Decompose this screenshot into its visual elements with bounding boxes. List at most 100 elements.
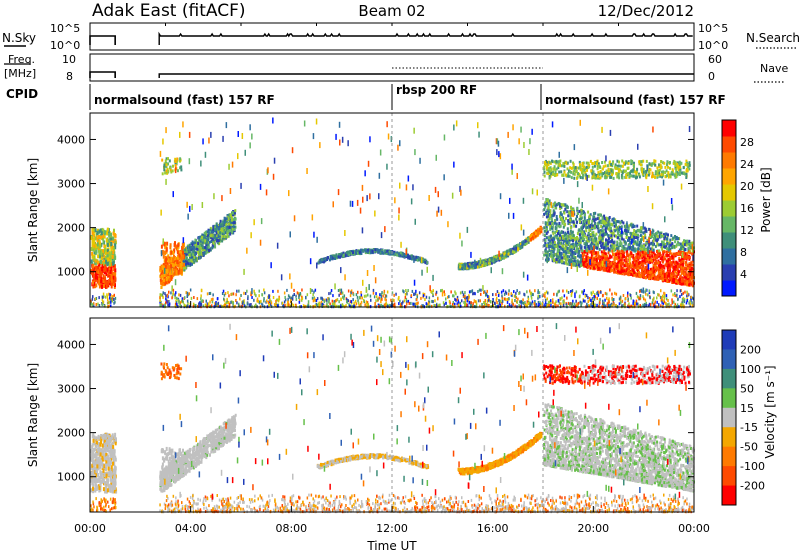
echo-cell <box>474 265 476 269</box>
echo-cell <box>686 290 688 294</box>
echo-cell <box>442 301 445 305</box>
echo-cell <box>538 295 541 299</box>
echo-cell <box>112 261 115 266</box>
echo-cell <box>184 266 186 270</box>
echo-cell <box>639 289 641 293</box>
echo-cell <box>108 252 111 257</box>
echo-cell <box>677 297 679 301</box>
echo-cell <box>93 241 96 246</box>
echo-cell <box>228 218 231 222</box>
echo-cell <box>107 257 110 262</box>
echo-cell <box>357 301 360 305</box>
echo-cell <box>328 297 330 301</box>
echo-cell <box>215 303 217 307</box>
echo-cell <box>464 266 467 270</box>
echo-cell <box>376 295 378 299</box>
echo-cell <box>288 295 291 299</box>
echo-cell <box>108 262 111 266</box>
echo-cell <box>587 161 590 165</box>
echo-cell <box>243 302 245 306</box>
echo-cell <box>291 302 293 306</box>
echo-cell <box>184 296 186 300</box>
echo-cell <box>662 170 665 174</box>
echo-cell <box>537 304 539 308</box>
echo-cell <box>674 294 676 297</box>
echo-cell <box>193 296 195 299</box>
echo-cell <box>548 176 551 180</box>
echo-cell <box>207 230 210 234</box>
echo-cell <box>612 176 615 180</box>
echo-cell <box>165 297 167 301</box>
echo-cell <box>591 172 594 176</box>
echo-cell <box>614 291 616 295</box>
echo-cell <box>355 293 358 297</box>
echo-cell <box>593 295 595 298</box>
echo-cell <box>109 236 112 241</box>
echo-cell <box>643 302 646 306</box>
echo-cell <box>345 304 347 308</box>
echo-cell <box>530 234 533 237</box>
echo-cell <box>94 228 97 233</box>
echo-cell <box>457 300 460 304</box>
echo-cell <box>229 213 232 217</box>
echo-cell <box>471 304 473 308</box>
echo-cell <box>107 273 109 278</box>
echo-cell <box>304 304 307 308</box>
echo-cell <box>166 300 168 304</box>
echo-cell <box>165 278 168 282</box>
echo-cell <box>214 233 217 237</box>
echo-cell <box>441 288 443 292</box>
echo-cell <box>653 291 655 295</box>
echo-cell <box>385 294 388 298</box>
echo-cell <box>544 303 546 307</box>
echo-cell <box>602 299 604 303</box>
echo-cell <box>211 237 214 241</box>
echo-cell <box>101 298 104 302</box>
echo-cell <box>258 294 260 298</box>
echo-cell <box>463 300 465 304</box>
echo-cell <box>526 304 528 308</box>
echo-cell <box>576 304 579 308</box>
echo-cell <box>375 299 377 303</box>
echo-cell <box>99 275 102 280</box>
echo-cell <box>241 302 244 306</box>
echo-cell <box>172 263 175 268</box>
echo-cell <box>393 304 395 308</box>
echo-cell <box>369 294 372 298</box>
echo-cell <box>534 289 536 293</box>
echo-cell <box>671 301 674 304</box>
echo-cell <box>205 299 207 303</box>
beam-title: Beam 02 <box>358 2 425 20</box>
echo-cell <box>94 236 97 241</box>
echo-cell <box>492 304 494 308</box>
echo-cell <box>669 175 672 179</box>
echo-cell <box>110 284 113 289</box>
echo-cell <box>635 299 638 303</box>
echo-cell <box>286 303 289 307</box>
echo-cell <box>336 304 338 308</box>
echo-cell <box>591 296 594 300</box>
echo-cell <box>689 300 691 303</box>
echo-cell <box>488 258 491 262</box>
echo-cell <box>566 296 568 300</box>
echo-cell <box>360 293 363 297</box>
echo-cell <box>513 290 515 294</box>
echo-cell <box>444 293 446 297</box>
echo-cell <box>646 304 648 308</box>
echo-cell <box>607 302 609 306</box>
echo-cell <box>174 160 177 163</box>
echo-cell <box>575 299 577 303</box>
echo-cell <box>400 303 402 307</box>
echo-cell <box>207 228 210 232</box>
echo-cell <box>673 300 675 304</box>
echo-cell <box>239 304 241 308</box>
echo-cell <box>98 296 100 300</box>
echo-cell <box>660 173 663 177</box>
echo-cell <box>537 232 540 236</box>
echo-cell <box>462 293 465 297</box>
echo-cell <box>314 304 317 308</box>
echo-cell <box>299 292 302 295</box>
echo-cell <box>340 290 343 294</box>
echo-cell <box>109 297 112 301</box>
echo-cell <box>393 302 396 306</box>
